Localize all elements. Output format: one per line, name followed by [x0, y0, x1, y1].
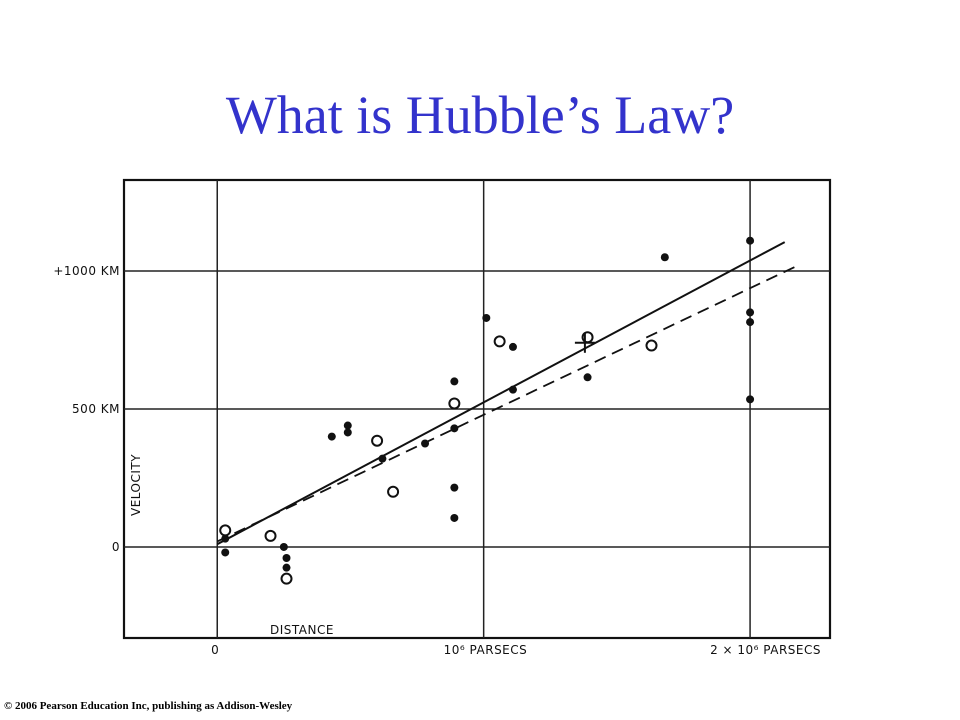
data-point-open: [264, 529, 277, 542]
data-point-filled: [327, 432, 336, 441]
y-tick-label: 0: [112, 540, 120, 554]
data-point-filled: [660, 253, 669, 262]
slide-title: What is Hubble’s Law?: [225, 85, 735, 145]
data-point-filled: [583, 373, 592, 382]
data-point-filled: [282, 563, 291, 572]
data-point-filled: [221, 534, 230, 543]
data-point-filled: [746, 318, 755, 327]
data-point-filled: [746, 236, 755, 245]
data-point-open: [219, 524, 232, 537]
dashed-fit-line: [216, 263, 802, 543]
data-point-cross: [574, 332, 595, 353]
data-point-filled: [508, 342, 517, 351]
data-point-filled: [282, 553, 291, 562]
data-point-filled: [450, 513, 459, 522]
data-point-open: [645, 339, 658, 352]
data-point-filled: [508, 385, 517, 394]
copyright-notice: © 2006 Pearson Education Inc, publishing…: [4, 700, 293, 712]
data-point-filled: [450, 483, 459, 492]
data-point-open: [371, 434, 384, 447]
data-point-filled: [343, 421, 352, 430]
solid-fit-line: [216, 241, 786, 546]
data-point-filled: [746, 308, 755, 317]
data-point-filled: [378, 454, 387, 463]
x-axis-label: DISTANCE: [270, 623, 334, 637]
data-point-filled: [482, 313, 491, 322]
data-point-filled: [421, 439, 430, 448]
data-point-filled: [279, 542, 288, 551]
data-point-filled: [343, 428, 352, 437]
data-point-open: [387, 485, 400, 498]
x-tick-label: 2 × 10⁶ PARSECS: [710, 643, 821, 657]
data-point-filled: [450, 377, 459, 386]
data-point-filled: [221, 548, 230, 557]
x-tick-label: 0: [211, 643, 219, 657]
data-point-filled: [746, 395, 755, 404]
data-point-open: [280, 572, 293, 585]
y-tick-label: 500 KM: [72, 402, 120, 416]
data-point-open: [448, 397, 461, 410]
y-tick-label: +1000 KM: [53, 264, 120, 278]
y-axis-label: VELOCITY: [129, 454, 143, 516]
data-point-open: [493, 335, 506, 348]
data-point-filled: [450, 424, 459, 433]
x-tick-label: 10⁶ PARSECS: [444, 643, 528, 657]
